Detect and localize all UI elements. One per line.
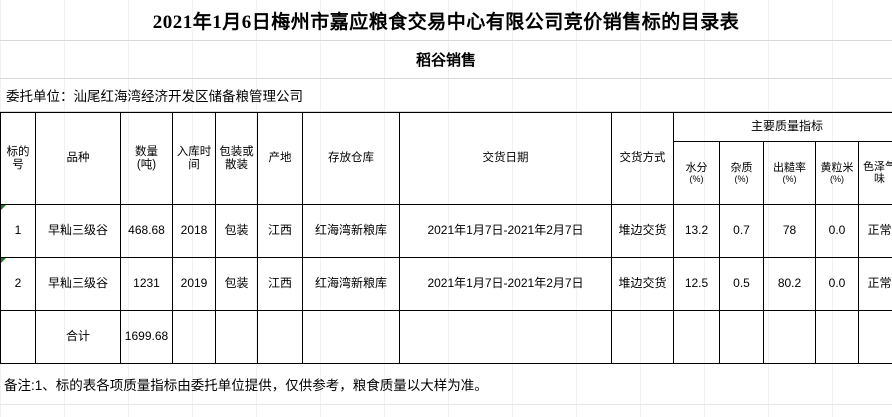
header-milling-rate-unit: (%) xyxy=(782,174,797,185)
total-label: 合计 xyxy=(35,310,121,364)
total-empty-origin xyxy=(257,310,303,364)
footnote-text: 备注:1、标的表各项质量指标由委托单位提供，仅供参考，粮食质量以大样为准。 xyxy=(4,378,488,393)
cell-variety: 早籼三级谷 xyxy=(35,204,121,258)
cell-delivery-date: 2021年1月7日-2021年2月7日 xyxy=(399,257,612,311)
cell-impurity: 0.5 xyxy=(719,257,764,311)
header-moisture-unit: (%) xyxy=(689,174,704,185)
header-impurity: 杂质 (%) xyxy=(719,141,764,205)
table-body: 1 早籼三级谷 468.68 2018 包装 江西 红海湾新粮库 2021年1月… xyxy=(0,204,892,364)
cell-quantity: 468.68 xyxy=(120,204,173,258)
header-color-odor: 色泽气味 xyxy=(857,141,892,205)
header-variety: 品种 xyxy=(35,112,121,205)
header-row-primary: 标的号 品种 数量 (吨) 入库时间 包装或散装 产地 存放仓库 交货日期 交货… xyxy=(0,112,892,205)
cell-milling-rate: 78 xyxy=(763,204,816,258)
grain-lot-table: 标的号 品种 数量 (吨) 入库时间 包装或散装 产地 存放仓库 交货日期 交货… xyxy=(0,112,892,364)
document-subtitle-row: 稻谷销售 xyxy=(0,41,892,79)
header-delivery-date: 交货日期 xyxy=(399,112,612,205)
error-marker-icon xyxy=(1,205,6,210)
cell-packaging: 包装 xyxy=(215,257,258,311)
cell-storage-time: 2019 xyxy=(172,257,216,311)
cell-packaging: 包装 xyxy=(215,204,258,258)
header-lot-no: 标的号 xyxy=(0,112,36,205)
cell-warehouse: 红海湾新粮库 xyxy=(302,204,400,258)
total-empty-packaging xyxy=(215,310,258,364)
total-quantity: 1699.68 xyxy=(120,310,173,364)
header-delivery-method: 交货方式 xyxy=(611,112,674,205)
table-row: 2 早籼三级谷 1231 2019 包装 江西 红海湾新粮库 2021年1月7日… xyxy=(0,257,892,311)
cell-warehouse: 红海湾新粮库 xyxy=(302,257,400,311)
header-moisture: 水分 (%) xyxy=(673,141,720,205)
header-quantity-unit: (吨) xyxy=(136,158,157,171)
cell-lot-no: 2 xyxy=(0,257,36,311)
total-empty-impurity xyxy=(719,310,764,364)
total-empty-color-odor xyxy=(857,310,892,364)
cell-origin: 江西 xyxy=(257,204,303,258)
cell-color-odor: 正常 xyxy=(857,204,892,258)
cell-milling-rate: 80.2 xyxy=(763,257,816,311)
cell-impurity: 0.7 xyxy=(719,204,764,258)
header-quantity: 数量 (吨) xyxy=(120,112,173,205)
page-title: 2021年1月6日梅州市嘉应粮食交易中心有限公司竞价销售标的目录表 xyxy=(152,11,740,33)
header-storage-time: 入库时间 xyxy=(172,112,216,205)
cell-variety: 早籼三级谷 xyxy=(35,257,121,311)
footnote-row: 备注:1、标的表各项质量指标由委托单位提供，仅供参考，粮食质量以大样为准。 xyxy=(0,364,892,405)
document-title-row: 2021年1月6日梅州市嘉应粮食交易中心有限公司竞价销售标的目录表 xyxy=(0,0,892,41)
total-empty-yellow-grain xyxy=(815,310,859,364)
header-milling-rate-label: 出糙率 xyxy=(773,161,806,174)
cell-delivery-date: 2021年1月7日-2021年2月7日 xyxy=(399,204,612,258)
cell-storage-time: 2018 xyxy=(172,204,216,258)
total-empty-storage-time xyxy=(172,310,216,364)
table-header: 标的号 品种 数量 (吨) 入库时间 包装或散装 产地 存放仓库 交货日期 交货… xyxy=(0,112,892,205)
total-empty-milling-rate xyxy=(763,310,816,364)
total-empty-warehouse xyxy=(302,310,400,364)
entrusting-unit-text: 委托单位：汕尾红海湾经济开发区储备粮管理公司 xyxy=(6,89,303,104)
table-row: 1 早籼三级谷 468.68 2018 包装 江西 红海湾新粮库 2021年1月… xyxy=(0,204,892,258)
cell-delivery-method: 堆边交货 xyxy=(611,204,674,258)
total-empty-delivery-date xyxy=(399,310,612,364)
total-empty-delivery-method xyxy=(611,310,674,364)
table-total-row: 合计 1699.68 xyxy=(0,310,892,364)
error-marker-icon xyxy=(1,258,6,263)
page-subtitle: 稻谷销售 xyxy=(415,53,476,69)
header-origin: 产地 xyxy=(257,112,303,205)
cell-delivery-method: 堆边交货 xyxy=(611,257,674,311)
cell-quantity: 1231 xyxy=(120,257,173,311)
header-quantity-main: 数量 xyxy=(135,145,158,158)
header-impurity-label: 杂质 xyxy=(730,161,753,174)
header-yellow-grain-unit: (%) xyxy=(830,174,844,185)
header-moisture-label: 水分 xyxy=(685,161,708,174)
header-warehouse: 存放仓库 xyxy=(302,112,400,205)
total-empty-moisture xyxy=(673,310,720,364)
cell-yellow-grain: 0.0 xyxy=(815,204,859,258)
header-impurity-unit: (%) xyxy=(734,174,749,185)
header-milling-rate: 出糙率 (%) xyxy=(763,141,816,205)
cell-moisture: 12.5 xyxy=(673,257,720,311)
entrusting-unit-row: 委托单位：汕尾红海湾经济开发区储备粮管理公司 xyxy=(0,79,892,112)
header-packaging: 包装或散装 xyxy=(215,112,258,205)
header-yellow-grain: 黄粒米 (%) xyxy=(815,141,859,205)
cell-yellow-grain: 0.0 xyxy=(815,257,859,311)
total-empty-lot-no xyxy=(0,310,36,364)
cell-lot-no: 1 xyxy=(0,204,36,258)
header-yellow-grain-label: 黄粒米 xyxy=(820,161,854,174)
cell-color-odor: 正常 xyxy=(857,257,892,311)
cell-origin: 江西 xyxy=(257,257,303,311)
header-quality-group: 主要质量指标 xyxy=(672,112,892,142)
cell-moisture: 13.2 xyxy=(673,204,720,258)
